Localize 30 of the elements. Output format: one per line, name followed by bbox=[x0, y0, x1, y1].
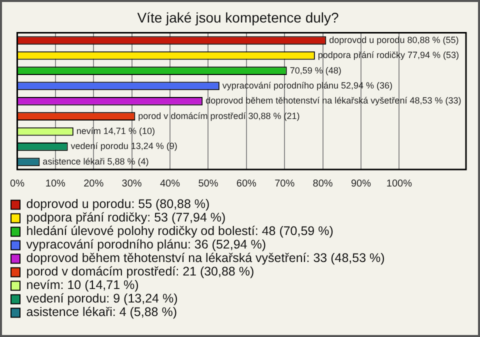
legend-label: porod v domácím prostředí: 21 (30,88 %) bbox=[26, 264, 254, 279]
x-tick-label: 60% bbox=[236, 178, 257, 190]
data-label: vedení porodu 13,24 % (9) bbox=[70, 141, 178, 152]
data-label: porod v domácím prostředí 30,88 % (21) bbox=[138, 110, 300, 121]
x-tick-label: 100% bbox=[386, 178, 412, 190]
legend-label: podpora přání rodičky: 53 (77,94 %) bbox=[26, 210, 226, 225]
x-tick-label: 0% bbox=[10, 178, 25, 190]
chart-title: Víte jaké jsou kompetence duly? bbox=[137, 9, 339, 26]
x-tick-label: 90% bbox=[350, 178, 372, 190]
x-tick-label: 30% bbox=[122, 178, 142, 190]
data-label: asistence lékaři 5,88 % (4) bbox=[42, 156, 149, 166]
legend-label: hledání úlevové polohy rodičky od bolestí: 48 (70,59 %) bbox=[26, 224, 334, 238]
x-tick-label: 80% bbox=[312, 178, 333, 190]
legend-label: asistence lékaři: 4 (5,88 %) bbox=[26, 305, 178, 320]
data-label: doprovod u porodu 80,88 % (55) bbox=[329, 34, 459, 45]
legend-label: vypracování porodního plánu: 36 (52,94 %) bbox=[26, 238, 266, 252]
data-label: nevím 14,71 % (10) bbox=[76, 126, 155, 136]
data-label: vypracování porodního plánu 52,94 % (36) bbox=[222, 80, 393, 90]
legend-label: vedení porodu: 9 (13,24 %) bbox=[26, 292, 178, 306]
legend-label: doprovod u porodu: 55 (80,88 %) bbox=[26, 197, 210, 212]
x-tick-label: 20% bbox=[84, 178, 104, 190]
legend-label: nevím: 10 (14,71 %) bbox=[26, 278, 139, 292]
data-label: podpora přání rodičky 77,94 % (53) bbox=[318, 50, 459, 60]
x-tick-label: 40% bbox=[160, 178, 180, 190]
legend-label: doprovod během těhotenství na lékařská vyšetření: 33 (48,53 %) bbox=[26, 251, 385, 266]
x-tick-label: 50% bbox=[198, 178, 218, 190]
x-tick-label: 10% bbox=[45, 178, 66, 190]
x-tick-label: 70% bbox=[274, 178, 295, 190]
data-label: doprovod během těhotenství na lékařská vyšetření 48,53 % (33) bbox=[206, 96, 462, 106]
data-label: 70,59 % (48) bbox=[290, 65, 342, 76]
